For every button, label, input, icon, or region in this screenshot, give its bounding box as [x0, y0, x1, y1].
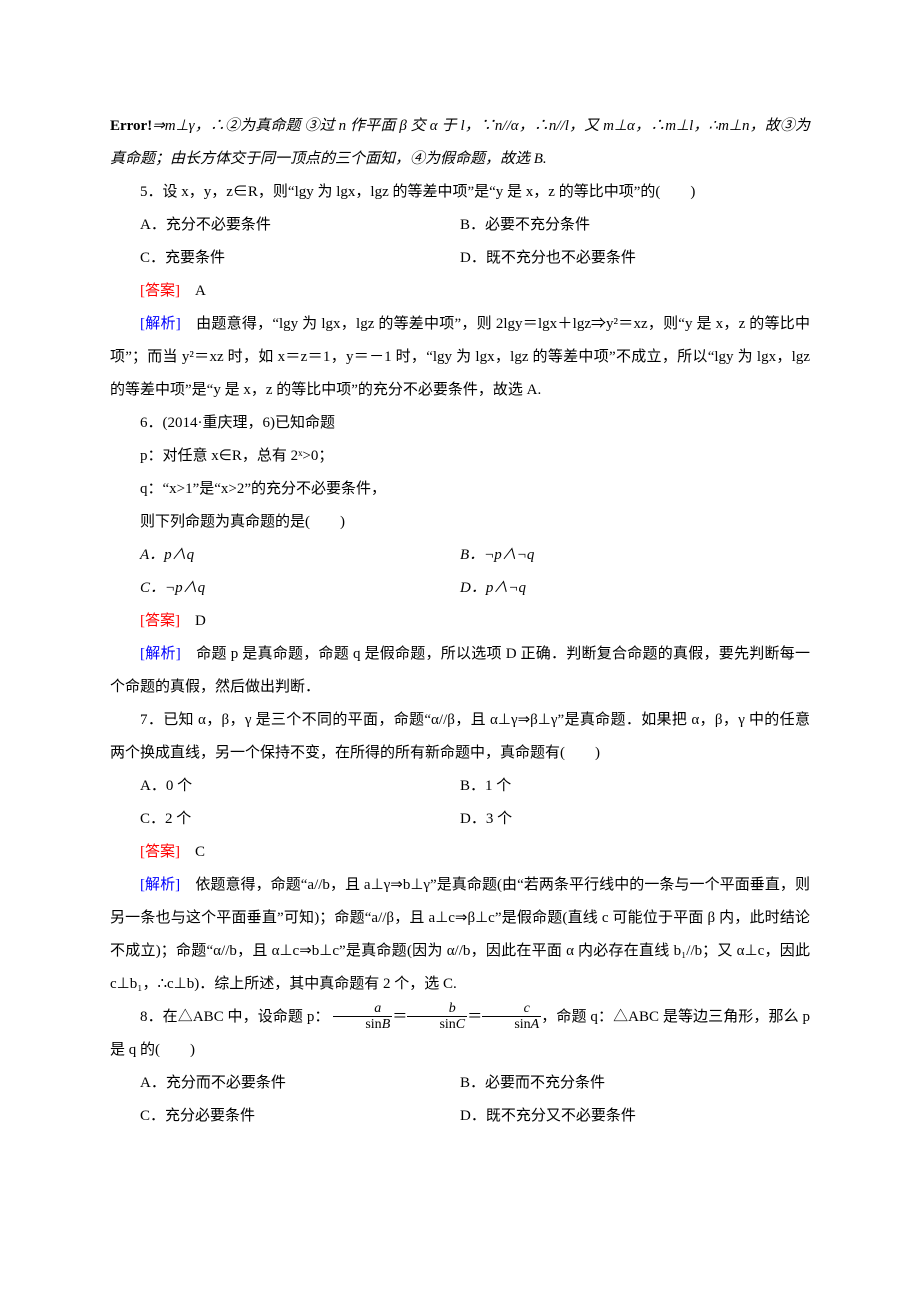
- q6-l1: 6．(2014·重庆理，6)已知命题: [110, 407, 810, 440]
- frac3-den: sinA: [482, 1017, 541, 1032]
- q7-options-row2: C．2 个 D．3 个: [110, 803, 810, 836]
- q8-optC: C．充分必要条件: [110, 1100, 460, 1133]
- answer-label: [答案]: [140, 613, 180, 629]
- q6-jiexi-text: 命题 p 是真命题，命题 q 是假命题，所以选项 D 正确．判断复合命题的真假，…: [110, 646, 810, 695]
- q5-optD: D．既不充分也不必要条件: [460, 242, 810, 275]
- q8-options-row2: C．充分必要条件 D．既不充分又不必要条件: [110, 1100, 810, 1133]
- q5-jiexi: [解析] 由题意得，“lgy 为 lgx，lgz 的等差中项”，则 2lgy＝l…: [110, 308, 810, 407]
- q7-answer-value: C: [195, 844, 205, 860]
- q5-options-row1: A．充分不必要条件 B．必要不充分条件: [110, 209, 810, 242]
- q6-options-row1: A．p∧q B．¬p∧¬q: [110, 539, 810, 572]
- frac1-den: sinB: [333, 1017, 392, 1032]
- q5-answer-value: A: [195, 283, 206, 299]
- fraction-2: b sinC: [407, 1001, 467, 1033]
- error-word: Error!: [110, 118, 152, 134]
- q7-options-row1: A．0 个 B．1 个: [110, 770, 810, 803]
- q6-l3: q：“x>1”是“x>2”的充分不必要条件，: [110, 473, 810, 506]
- q5-options-row2: C．充要条件 D．既不充分也不必要条件: [110, 242, 810, 275]
- q6-optD: D．p∧¬q: [460, 572, 810, 605]
- q8-optA: A．充分而不必要条件: [110, 1067, 460, 1100]
- q7-optA: A．0 个: [110, 770, 460, 803]
- q8-optB: B．必要而不充分条件: [460, 1067, 810, 1100]
- q5-optC: C．充要条件: [110, 242, 460, 275]
- q6-optC: C．¬p∧q: [110, 572, 460, 605]
- q7-optB: B．1 个: [460, 770, 810, 803]
- q7-optD: D．3 个: [460, 803, 810, 836]
- frac2-num: b: [407, 1001, 467, 1017]
- q8-options-row1: A．充分而不必要条件 B．必要而不充分条件: [110, 1067, 810, 1100]
- page: Error!⇒m⊥γ，∴②为真命题 ③过 n 作平面 β 交 α 于 l，∵n/…: [0, 0, 920, 1302]
- intro-paragraph: Error!⇒m⊥γ，∴②为真命题 ③过 n 作平面 β 交 α 于 l，∵n/…: [110, 110, 810, 176]
- q7-answer: [答案] C: [110, 836, 810, 869]
- q6-optA: A．p∧q: [110, 539, 460, 572]
- q6-l4: 则下列命题为真命题的是( ): [110, 506, 810, 539]
- frac2-den: sinC: [407, 1017, 467, 1032]
- frac3-num: c: [482, 1001, 541, 1017]
- jiexi-label: [解析]: [140, 316, 181, 332]
- q7-jiexi: [解析] 依题意得，命题“a//b，且 a⊥γ⇒b⊥γ”是真命题(由“若两条平行…: [110, 869, 810, 1001]
- fraction-1: a sinB: [333, 1001, 392, 1033]
- jiexi-label: [解析]: [140, 877, 180, 893]
- fraction-3: c sinA: [482, 1001, 541, 1033]
- q5-answer: [答案] A: [110, 275, 810, 308]
- q6-jiexi: [解析] 命题 p 是真命题，命题 q 是假命题，所以选项 D 正确．判断复合命…: [110, 638, 810, 704]
- q5-jiexi-text: 由题意得，“lgy 为 lgx，lgz 的等差中项”，则 2lgy＝lgx＋lg…: [110, 316, 810, 398]
- q5-stem: 5．设 x，y，z∈R，则“lgy 为 lgx，lgz 的等差中项”是“y 是 …: [110, 176, 810, 209]
- q6-answer-value: D: [195, 613, 206, 629]
- q6-options-row2: C．¬p∧q D．p∧¬q: [110, 572, 810, 605]
- q7-optC: C．2 个: [110, 803, 460, 836]
- q5-optA: A．充分不必要条件: [110, 209, 460, 242]
- frac1-num: a: [333, 1001, 392, 1017]
- answer-label: [答案]: [140, 283, 180, 299]
- q8-stem: 8．在△ABC 中，设命题 p： a sinB ＝ b sinC ＝ c sin…: [110, 1001, 810, 1067]
- q7-jiexi-text: 依题意得，命题“a//b，且 a⊥γ⇒b⊥γ”是真命题(由“若两条平行线中的一条…: [110, 877, 810, 992]
- q8-stem-before: 8．在△ABC 中，设命题 p：: [140, 1009, 330, 1025]
- q6-optB: B．¬p∧¬q: [460, 539, 810, 572]
- jiexi-label: [解析]: [140, 646, 181, 662]
- q6-l2: p：对任意 x∈R，总有 2ˣ>0；: [110, 440, 810, 473]
- q5-optB: B．必要不充分条件: [460, 209, 810, 242]
- answer-label: [答案]: [140, 844, 180, 860]
- q6-answer: [答案] D: [110, 605, 810, 638]
- intro-text: ⇒m⊥γ，∴②为真命题 ③过 n 作平面 β 交 α 于 l，∵n//α，∴n/…: [110, 118, 810, 167]
- q7-stem: 7．已知 α，β，γ 是三个不同的平面，命题“α//β，且 α⊥γ⇒β⊥γ”是真…: [110, 704, 810, 770]
- q8-optD: D．既不充分又不必要条件: [460, 1100, 810, 1133]
